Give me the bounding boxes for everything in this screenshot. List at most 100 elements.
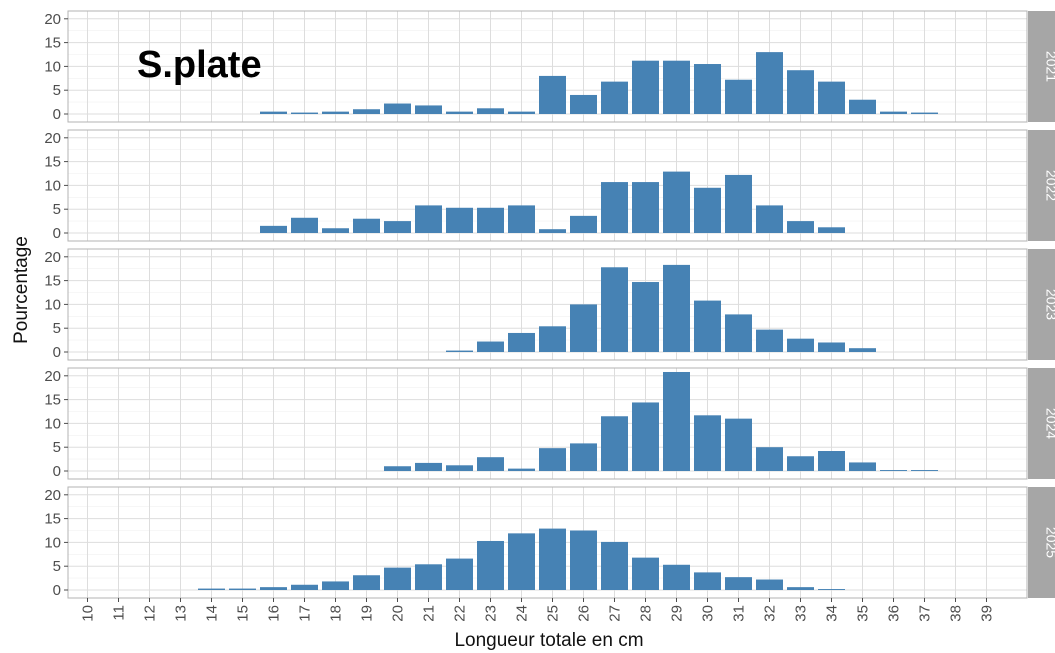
bar-2024-31: [725, 418, 752, 471]
y-tick-label: 10: [44, 58, 61, 75]
bar-2021-24: [508, 111, 535, 114]
bar-2024-28: [632, 402, 659, 471]
x-tick-label: 25: [545, 605, 562, 622]
bar-2023-30: [694, 300, 721, 352]
x-tick-label: 37: [917, 605, 934, 622]
x-axis: 10 11 12 13 14 15 16 17 18 19 20 21 22 23 24 25 26 27 28 29…: [80, 598, 996, 622]
bar-2024-21: [415, 462, 442, 471]
bar-2022-25: [539, 229, 566, 233]
y-tick-label: 5: [53, 82, 61, 99]
facet-label: 2025: [1044, 527, 1055, 558]
y-tick-label: 15: [44, 511, 61, 528]
bar-2022-19: [353, 218, 380, 233]
x-tick-label: 15: [235, 605, 252, 622]
panel-2025: 0 5 10 15 20 2025: [44, 486, 1055, 599]
bar-2025-32: [756, 579, 783, 590]
y-tick-label: 10: [44, 534, 61, 551]
bar-2025-28: [632, 557, 659, 590]
bar-2024-34: [818, 451, 845, 471]
bar-2025-16: [260, 587, 287, 590]
bar-2024-26: [570, 443, 597, 471]
x-tick-label: 24: [514, 605, 531, 622]
bar-2022-16: [260, 225, 287, 233]
bar-2023-35: [849, 348, 876, 352]
bar-2025-19: [353, 575, 380, 590]
bar-2022-30: [694, 187, 721, 233]
bar-2025-23: [477, 540, 504, 590]
facet-label: 2023: [1044, 289, 1055, 320]
bar-2023-25: [539, 326, 566, 352]
y-tick-label: 0: [53, 106, 61, 123]
y-tick-label: 10: [44, 296, 61, 313]
x-tick-label: 22: [452, 605, 469, 622]
bar-2021-26: [570, 94, 597, 114]
bar-2024-36: [880, 470, 907, 471]
bar-2022-21: [415, 205, 442, 233]
bar-2024-23: [477, 457, 504, 471]
bar-2025-27: [601, 541, 628, 590]
x-tick-label: 13: [173, 605, 190, 622]
bar-2024-32: [756, 447, 783, 471]
bar-2023-26: [570, 304, 597, 352]
y-tick-label: 0: [53, 582, 61, 599]
y-tick-label: 5: [53, 439, 61, 456]
x-tick-label: 18: [328, 605, 345, 622]
bar-2021-35: [849, 99, 876, 114]
panel-2024: 0 5 10 15 20 2024: [44, 367, 1055, 480]
x-tick-label: 36: [886, 605, 903, 622]
bar-2023-22: [446, 350, 473, 352]
bar-2021-17: [291, 112, 318, 114]
x-tick-label: 34: [824, 605, 841, 622]
bar-2023-34: [818, 342, 845, 352]
facet-label: 2022: [1044, 170, 1055, 201]
bar-2021-20: [384, 103, 411, 114]
x-tick-label: 10: [80, 605, 97, 622]
x-tick-label: 16: [266, 605, 283, 622]
bar-2021-19: [353, 109, 380, 114]
x-tick-label: 33: [793, 605, 810, 622]
bar-2022-17: [291, 217, 318, 233]
facet-strip: [1028, 368, 1055, 479]
bar-2024-24: [508, 468, 535, 471]
bar-2025-33: [787, 587, 814, 590]
bar-2022-28: [632, 182, 659, 233]
y-tick-label: 10: [44, 177, 61, 194]
y-tick-label: 5: [53, 320, 61, 337]
bar-2025-30: [694, 572, 721, 590]
bar-2023-24: [508, 332, 535, 352]
bar-2025-26: [570, 530, 597, 590]
x-tick-label: 11: [111, 605, 128, 621]
bar-2024-37: [911, 470, 938, 471]
chart-panels: 0 5 10 15 20 2021 0 5 10 15 20 2022 0 5 10 15 20 2023 0 5 10…: [44, 10, 1055, 599]
bar-2021-16: [260, 111, 287, 114]
x-tick-label: 12: [142, 605, 159, 622]
y-tick-label: 15: [44, 392, 61, 409]
y-tick-label: 20: [44, 11, 61, 28]
bar-2021-27: [601, 81, 628, 114]
y-tick-label: 15: [44, 273, 61, 290]
bar-2024-22: [446, 465, 473, 471]
bar-2024-25: [539, 448, 566, 471]
x-tick-label: 30: [700, 605, 717, 622]
x-tick-label: 23: [483, 605, 500, 622]
bar-2022-26: [570, 215, 597, 233]
bar-2025-24: [508, 533, 535, 590]
y-tick-label: 15: [44, 35, 61, 52]
x-tick-label: 29: [669, 605, 686, 622]
panel-2023: 0 5 10 15 20 2023: [44, 248, 1055, 361]
bar-2021-32: [756, 52, 783, 114]
facet-label: 2024: [1044, 408, 1055, 439]
x-tick-label: 35: [855, 605, 872, 622]
bar-2025-20: [384, 567, 411, 590]
x-tick-label: 19: [359, 605, 376, 622]
x-tick-label: 38: [948, 605, 965, 622]
x-tick-label: 17: [297, 605, 314, 622]
bar-2021-31: [725, 79, 752, 114]
bar-2025-25: [539, 528, 566, 590]
x-tick-label: 32: [762, 605, 779, 622]
bar-2021-22: [446, 111, 473, 114]
x-axis-title: Longueur totale en cm: [454, 630, 643, 651]
y-tick-label: 10: [44, 415, 61, 432]
bar-2023-27: [601, 267, 628, 352]
